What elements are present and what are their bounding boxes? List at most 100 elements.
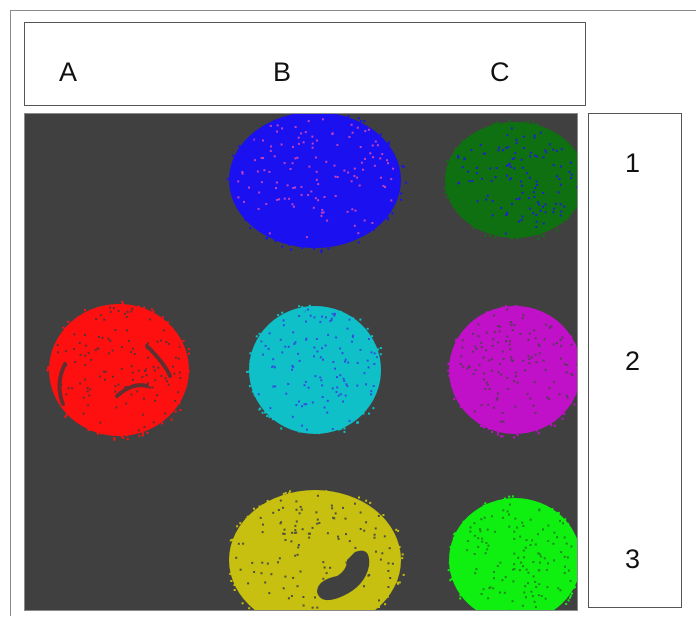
edge-noise <box>510 307 513 310</box>
edge-noise <box>449 579 452 582</box>
edge-noise <box>570 335 573 338</box>
speckle <box>542 192 545 194</box>
edge-noise <box>120 435 123 438</box>
speckle <box>294 341 297 344</box>
edge-noise <box>363 328 366 331</box>
edge-noise <box>495 308 498 311</box>
speckle <box>162 329 165 332</box>
edge-noise <box>143 306 146 309</box>
speckle <box>384 186 386 188</box>
speckle <box>90 358 93 361</box>
speckle <box>301 528 304 531</box>
speckle <box>132 347 135 350</box>
speckle <box>470 149 473 152</box>
speckle <box>71 387 74 390</box>
speckle <box>333 517 336 520</box>
speckle <box>476 200 479 203</box>
speckle <box>518 197 521 200</box>
speckle <box>471 180 474 182</box>
edge-noise <box>445 189 448 192</box>
speckle <box>492 338 495 341</box>
edge-noise <box>524 123 527 126</box>
edge-noise <box>458 149 461 152</box>
speckle <box>504 576 507 579</box>
speckle <box>291 415 294 418</box>
speckle <box>559 183 562 186</box>
speckle <box>305 236 308 239</box>
speckle <box>506 510 509 513</box>
speckle <box>514 151 517 154</box>
speckle <box>125 316 128 318</box>
speckle <box>130 365 133 368</box>
edge-noise <box>359 318 362 321</box>
edge-noise <box>269 504 272 507</box>
speckle <box>552 542 555 545</box>
speckle <box>372 156 374 159</box>
speckle <box>120 345 123 348</box>
speckle <box>65 393 68 396</box>
speckle <box>560 344 563 347</box>
edge-noise <box>390 152 393 154</box>
speckle <box>104 370 107 373</box>
edge-noise <box>65 414 68 417</box>
speckle <box>570 173 573 176</box>
speckle <box>368 338 370 340</box>
speckle <box>156 394 158 397</box>
edge-noise <box>543 315 546 318</box>
edge-noise <box>496 121 499 124</box>
edge-noise <box>451 203 454 206</box>
edge-noise <box>253 393 256 396</box>
edge-noise <box>452 541 455 543</box>
speckle <box>316 518 319 521</box>
edge-noise <box>511 495 514 498</box>
edge-noise <box>512 123 515 126</box>
edge-noise <box>325 245 328 248</box>
speckle <box>534 353 537 356</box>
edge-noise <box>450 578 453 581</box>
speckle <box>491 344 494 347</box>
speckle <box>477 323 480 326</box>
speckle <box>281 127 284 130</box>
edge-noise <box>151 315 154 317</box>
speckle <box>248 186 250 189</box>
speckle <box>374 140 377 143</box>
edge-noise <box>327 247 330 250</box>
edge-noise <box>347 115 350 118</box>
speckle <box>321 396 324 398</box>
speckle <box>534 580 537 583</box>
speckle <box>296 585 299 588</box>
edge-noise <box>318 245 321 248</box>
edge-noise <box>249 226 252 229</box>
speckle <box>538 352 541 355</box>
speckle <box>478 364 481 367</box>
speckle <box>543 557 546 560</box>
speckle <box>164 377 167 380</box>
speckle <box>537 533 539 536</box>
speckle <box>534 337 537 340</box>
speckle <box>484 388 487 390</box>
edge-noise <box>448 561 451 564</box>
edge-noise <box>254 133 257 136</box>
edge-noise <box>495 122 497 125</box>
edge-noise <box>282 492 285 495</box>
speckle <box>268 170 271 173</box>
edge-noise <box>571 592 573 595</box>
edge-noise <box>379 133 382 136</box>
edge-noise <box>274 240 277 243</box>
speckle <box>316 350 319 353</box>
speckle <box>299 570 302 573</box>
edge-noise <box>455 338 458 341</box>
speckle <box>114 390 117 393</box>
edge-noise <box>532 311 535 314</box>
edge-noise <box>563 413 566 415</box>
speckle <box>322 211 325 214</box>
speckle <box>320 214 323 217</box>
edge-noise <box>447 362 450 365</box>
edge-noise <box>487 506 490 509</box>
speckle <box>272 358 275 361</box>
speckle <box>457 182 460 185</box>
edge-noise <box>484 234 487 237</box>
speckle <box>282 587 285 590</box>
edge-noise <box>251 390 254 393</box>
speckle <box>468 366 471 369</box>
